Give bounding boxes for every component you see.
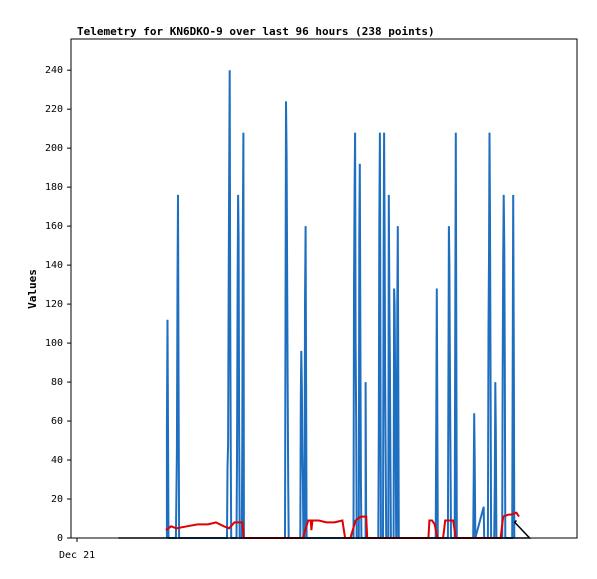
series-group xyxy=(118,70,532,539)
y-axis-label: Values xyxy=(26,269,39,309)
y-tick-label: 240 xyxy=(45,65,63,76)
y-tick-label: 140 xyxy=(45,260,63,271)
y-tick-label: 160 xyxy=(45,221,63,232)
chart-title: Telemetry for KN6DKO-9 over last 96 hour… xyxy=(77,25,435,38)
series-line-3 xyxy=(118,520,532,539)
y-tick-label: 0 xyxy=(57,533,63,544)
y-tick-label: 180 xyxy=(45,182,63,193)
y-tick-label: 20 xyxy=(51,494,63,505)
y-tick-label: 120 xyxy=(45,299,63,310)
y-tick-label: 220 xyxy=(45,104,63,115)
series-line-2 xyxy=(165,511,520,539)
x-tick-label: Dec 21 xyxy=(59,550,95,561)
x-axis-ticks: Dec 21 xyxy=(59,538,95,561)
plot-area xyxy=(70,38,578,539)
y-tick-label: 100 xyxy=(45,338,63,349)
y-axis-ticks: 0 20 40 60 80 100 120 140 160 180 200 220 240 xyxy=(45,65,71,544)
y-tick-label: 80 xyxy=(51,377,63,388)
y-tick-label: 60 xyxy=(51,416,63,427)
y-tick-label: 40 xyxy=(51,455,63,466)
y-tick-label: 200 xyxy=(45,143,63,154)
series-line-1 xyxy=(165,70,516,539)
